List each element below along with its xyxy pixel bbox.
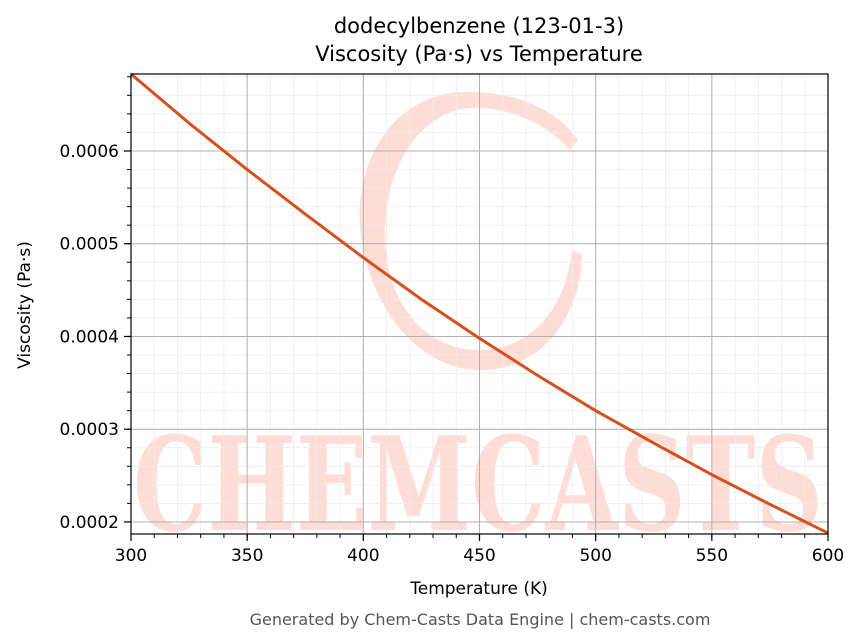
x-axis-label: Temperature (K): [409, 579, 548, 599]
x-tick-labels: 300 350 400 450 500 550 600: [115, 546, 844, 566]
x-tick-label: 600: [812, 546, 844, 566]
viscosity-series-line: [130, 72, 829, 535]
y-tick-label: 0.0004: [60, 327, 119, 347]
chart-title-line1: dodecylbenzene (123-01-3): [334, 14, 624, 38]
chart-title-line2: Viscosity (Pa·s) vs Temperature: [315, 42, 643, 66]
x-tick-label: 500: [579, 546, 611, 566]
y-tick-labels: 0.0002 0.0003 0.0004 0.0005 0.0006: [60, 142, 119, 533]
x-tick-label: 350: [231, 546, 263, 566]
x-tick-label: 450: [463, 546, 495, 566]
y-tick-label: 0.0002: [60, 513, 119, 533]
x-tick-label: 400: [347, 546, 379, 566]
footer-credit: Generated by Chem-Casts Data Engine | ch…: [250, 610, 711, 629]
watermark-swirl-logo: [359, 91, 582, 370]
x-tick-label: 550: [696, 546, 728, 566]
y-tick-label: 0.0003: [60, 420, 119, 440]
x-tick-label: 300: [115, 546, 147, 566]
y-tick-label: 0.0006: [60, 142, 119, 162]
axis-ticks: [124, 76, 829, 541]
y-tick-label: 0.0005: [60, 235, 119, 255]
y-axis-label: Viscosity (Pa·s): [15, 241, 35, 369]
